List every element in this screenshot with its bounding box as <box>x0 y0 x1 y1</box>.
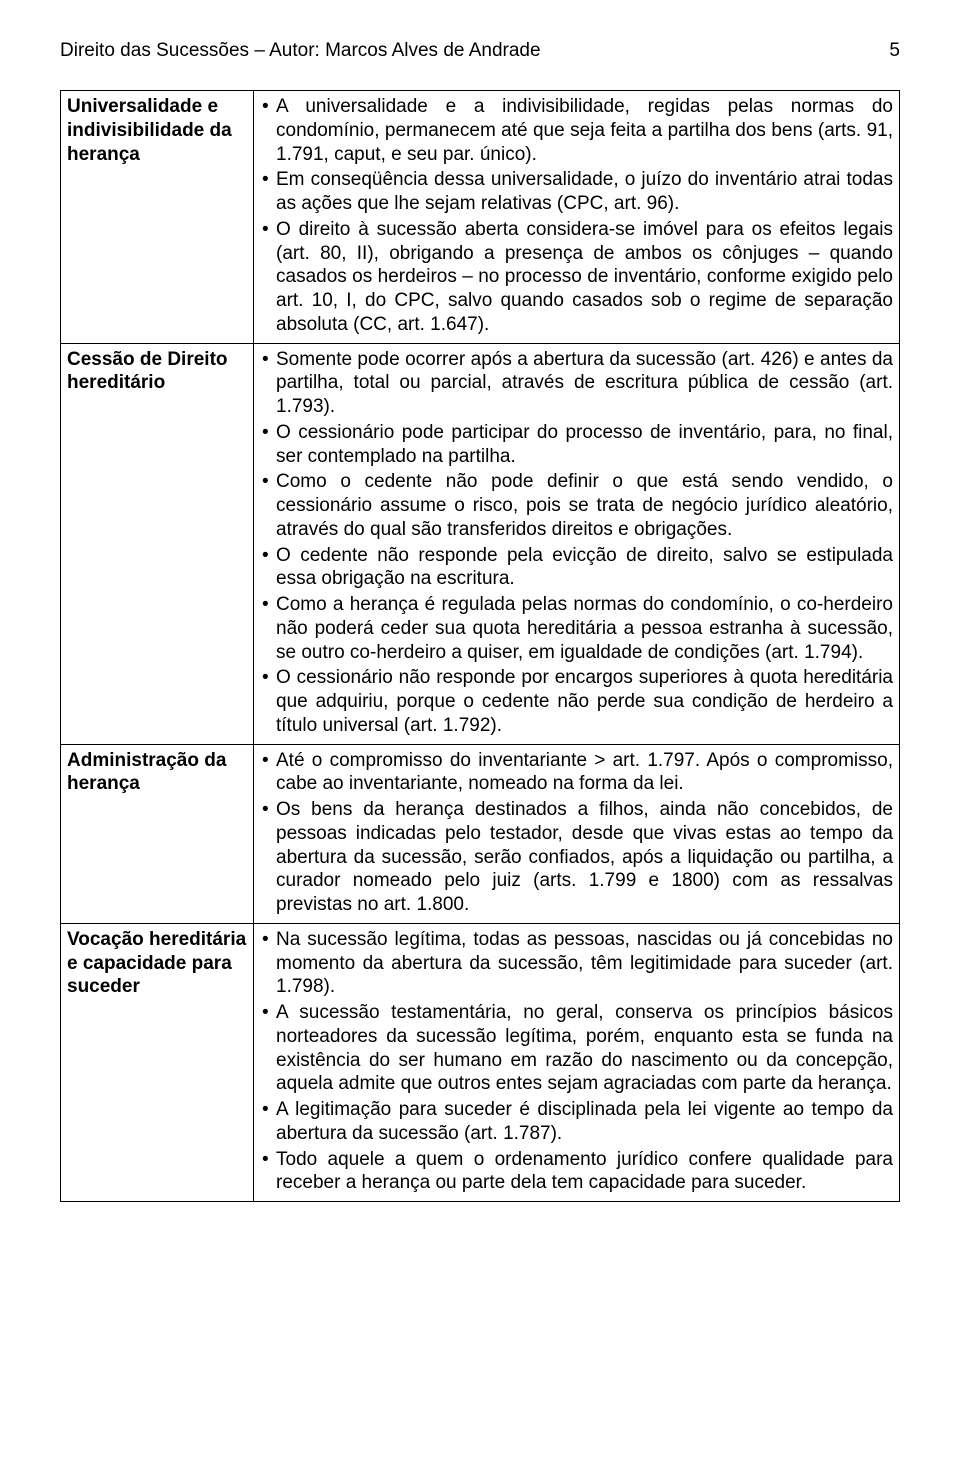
bullet-item: A sucessão testamentária, no geral, cons… <box>260 1001 893 1096</box>
bullet-item: O cedente não responde pela evicção de d… <box>260 544 893 592</box>
bullet-item: Os bens da herança destinados a filhos, … <box>260 798 893 917</box>
bullet-item: Todo aquele a quem o ordenamento jurídic… <box>260 1148 893 1196</box>
table-row: Administração da herança Até o compromis… <box>61 744 900 923</box>
bullet-item: Como o cedente não pode definir o que es… <box>260 470 893 541</box>
table-row: Vocação hereditária e capacidade para su… <box>61 923 900 1201</box>
row-label-administracao: Administração da herança <box>61 744 254 923</box>
table-row: Cessão de Direito hereditário Somente po… <box>61 343 900 744</box>
bullet-item: Como a herança é regulada pelas normas d… <box>260 593 893 664</box>
bullet-item: O direito à sucessão aberta considera-se… <box>260 218 893 337</box>
bullet-item: Na sucessão legítima, todas as pessoas, … <box>260 928 893 999</box>
bullet-item: O cessionário não responde por encargos … <box>260 666 893 737</box>
table-row: Universalidade e indivisibilidade da her… <box>61 91 900 344</box>
row-label-universalidade: Universalidade e indivisibilidade da her… <box>61 91 254 344</box>
bullet-item: Em conseqüência dessa universalidade, o … <box>260 168 893 216</box>
content-table: Universalidade e indivisibilidade da her… <box>60 90 900 1202</box>
bullet-item: A universalidade e a indivisibilidade, r… <box>260 95 893 166</box>
row-label-cessao: Cessão de Direito hereditário <box>61 343 254 744</box>
row-content-cessao: Somente pode ocorrer após a abertura da … <box>254 343 900 744</box>
bullet-item: A legitimação para suceder é disciplinad… <box>260 1098 893 1146</box>
bullet-item: O cessionário pode participar do process… <box>260 421 893 469</box>
row-label-vocacao: Vocação hereditária e capacidade para su… <box>61 923 254 1201</box>
page-container: Direito das Sucessões – Autor: Marcos Al… <box>0 0 960 1242</box>
header-title: Direito das Sucessões – Autor: Marcos Al… <box>60 40 541 62</box>
row-content-administracao: Até o compromisso do inventariante > art… <box>254 744 900 923</box>
page-header: Direito das Sucessões – Autor: Marcos Al… <box>60 40 900 62</box>
bullet-item: Somente pode ocorrer após a abertura da … <box>260 348 893 419</box>
row-content-vocacao: Na sucessão legítima, todas as pessoas, … <box>254 923 900 1201</box>
row-content-universalidade: A universalidade e a indivisibilidade, r… <box>254 91 900 344</box>
bullet-item: Até o compromisso do inventariante > art… <box>260 749 893 797</box>
header-page-number: 5 <box>889 40 900 62</box>
